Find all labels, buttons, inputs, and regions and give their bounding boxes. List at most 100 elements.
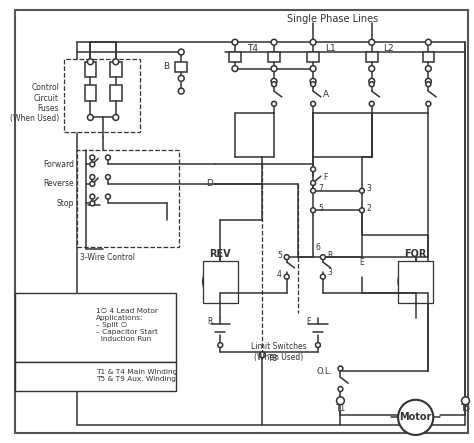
Circle shape (310, 82, 316, 87)
Text: Motor: Motor (400, 412, 432, 422)
Circle shape (359, 188, 365, 193)
Circle shape (272, 101, 276, 106)
Bar (175, 62, 187, 72)
Circle shape (310, 180, 316, 185)
Text: 7: 7 (318, 184, 323, 193)
Circle shape (398, 264, 433, 299)
Text: F: F (306, 317, 310, 326)
Text: Control
Circuit
Fuses
(When Used): Control Circuit Fuses (When Used) (10, 83, 59, 124)
Circle shape (338, 387, 343, 392)
Text: T1 & T4 Main Winding
T5 & T9 Aux. Winding: T1 & T4 Main Winding T5 & T9 Aux. Windin… (96, 369, 177, 381)
Circle shape (232, 39, 238, 45)
Circle shape (310, 188, 316, 193)
Text: 2: 2 (367, 204, 372, 213)
Text: 5: 5 (277, 251, 282, 260)
Bar (110, 85, 122, 101)
Circle shape (310, 101, 316, 106)
Bar (203, 261, 238, 303)
Circle shape (310, 66, 316, 72)
Circle shape (426, 78, 431, 84)
Circle shape (310, 167, 316, 172)
Circle shape (87, 59, 93, 65)
Text: 3: 3 (367, 184, 372, 193)
Text: Forward: Forward (43, 160, 74, 169)
Circle shape (369, 39, 374, 45)
Circle shape (426, 82, 431, 87)
Bar (398, 261, 433, 303)
Circle shape (369, 78, 374, 84)
Circle shape (106, 175, 110, 179)
Text: Stop: Stop (56, 199, 74, 208)
Bar (15, 361, 176, 391)
Text: O.L.: O.L. (317, 367, 333, 376)
Circle shape (259, 352, 265, 358)
Circle shape (106, 194, 110, 199)
Circle shape (178, 88, 184, 94)
Circle shape (398, 400, 433, 435)
Circle shape (178, 75, 184, 82)
Text: A: A (323, 89, 329, 98)
Circle shape (90, 155, 95, 160)
Circle shape (90, 194, 95, 199)
Text: 3-Wire Control: 3-Wire Control (81, 253, 136, 262)
Circle shape (310, 39, 316, 45)
Text: E: E (360, 257, 365, 267)
Circle shape (90, 175, 95, 179)
Bar (84, 85, 96, 101)
Circle shape (113, 115, 118, 120)
Circle shape (271, 39, 277, 45)
Circle shape (369, 82, 374, 87)
Circle shape (369, 101, 374, 106)
Circle shape (426, 66, 431, 72)
Text: D: D (207, 179, 213, 188)
Circle shape (106, 155, 110, 160)
Circle shape (272, 82, 276, 87)
Circle shape (369, 66, 374, 72)
Text: T4: T4 (246, 43, 258, 53)
Circle shape (426, 39, 431, 45)
Circle shape (284, 255, 289, 260)
Text: FOR: FOR (404, 249, 427, 259)
Circle shape (271, 78, 277, 84)
Text: Reverse: Reverse (43, 179, 74, 188)
Circle shape (232, 66, 238, 72)
Circle shape (310, 208, 316, 213)
Bar (229, 52, 241, 62)
Circle shape (320, 255, 325, 260)
Text: B: B (164, 62, 170, 71)
Text: T1: T1 (335, 404, 346, 413)
Text: L2: L2 (383, 43, 394, 53)
Bar (110, 62, 122, 78)
Bar (77, 150, 179, 247)
Text: 4: 4 (277, 270, 282, 279)
Bar (307, 52, 319, 62)
Circle shape (359, 208, 365, 213)
Circle shape (90, 201, 95, 206)
Circle shape (87, 115, 93, 120)
Text: 1∅ 4 Lead Motor
Applications:
– Split ∅
– Capacitor Start
  Induction Run: 1∅ 4 Lead Motor Applications: – Split ∅ … (96, 308, 158, 342)
Circle shape (113, 59, 118, 65)
Bar (15, 293, 176, 361)
Circle shape (90, 162, 95, 167)
Bar (366, 52, 378, 62)
Circle shape (462, 397, 469, 404)
Text: F: F (323, 173, 327, 182)
Circle shape (337, 397, 344, 404)
Text: Limit Switches
(When Used): Limit Switches (When Used) (251, 342, 307, 361)
Circle shape (320, 274, 325, 279)
Circle shape (271, 66, 277, 72)
Text: Single Phase Lines: Single Phase Lines (287, 14, 378, 24)
Text: T5: T5 (460, 404, 471, 413)
Text: R: R (328, 251, 333, 260)
Circle shape (338, 366, 343, 371)
Circle shape (284, 274, 289, 279)
Circle shape (316, 342, 320, 347)
Circle shape (426, 101, 431, 106)
Circle shape (310, 78, 316, 84)
Text: L1: L1 (325, 43, 336, 53)
Text: REV: REV (210, 249, 231, 259)
Text: 3: 3 (328, 268, 333, 277)
Bar (64, 59, 140, 132)
Bar (422, 52, 434, 62)
Circle shape (218, 342, 223, 347)
